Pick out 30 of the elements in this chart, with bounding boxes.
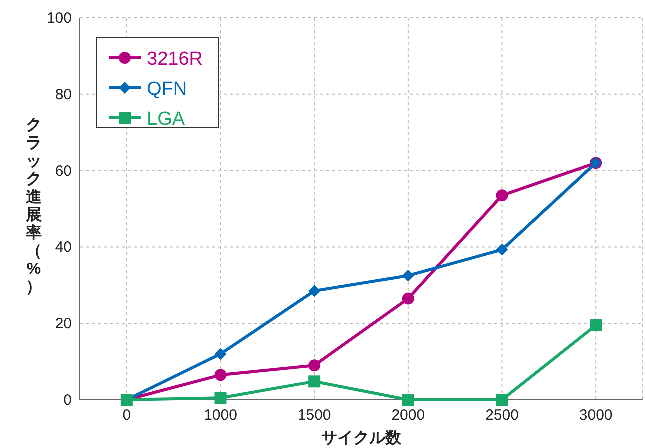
point xyxy=(496,244,508,256)
point xyxy=(496,190,508,202)
x-tick-label: 2000 xyxy=(392,407,426,424)
y-tick-label: 0 xyxy=(64,392,72,409)
legend-label: LGA xyxy=(147,109,186,130)
x-tick-label: 2500 xyxy=(486,407,519,424)
y-tick-label: 60 xyxy=(55,162,72,180)
y-tick-label: 100 xyxy=(46,10,72,27)
y-tick-label: 80 xyxy=(55,86,72,104)
point xyxy=(308,360,321,372)
legend-label: 3216R xyxy=(147,49,203,70)
point xyxy=(214,369,227,382)
y-tick-label: 20 xyxy=(55,316,72,333)
legend-label: QFN xyxy=(147,79,188,100)
x-tick-label: 3000 xyxy=(579,407,613,424)
text: クラック進展率（%） xyxy=(26,117,42,296)
point xyxy=(214,392,227,404)
x-tick-label: 1000 xyxy=(204,407,238,424)
x-tick-label: 0 xyxy=(122,407,132,424)
x-tick-label: 1500 xyxy=(298,407,332,424)
point xyxy=(590,320,602,332)
point xyxy=(308,376,321,388)
point xyxy=(402,394,414,406)
point xyxy=(308,285,321,298)
y-tick-label: 40 xyxy=(55,239,72,256)
x-axis-title: サイクル数 xyxy=(322,429,402,447)
point xyxy=(402,292,414,305)
point xyxy=(214,348,227,360)
point xyxy=(496,394,508,406)
point xyxy=(402,270,414,282)
